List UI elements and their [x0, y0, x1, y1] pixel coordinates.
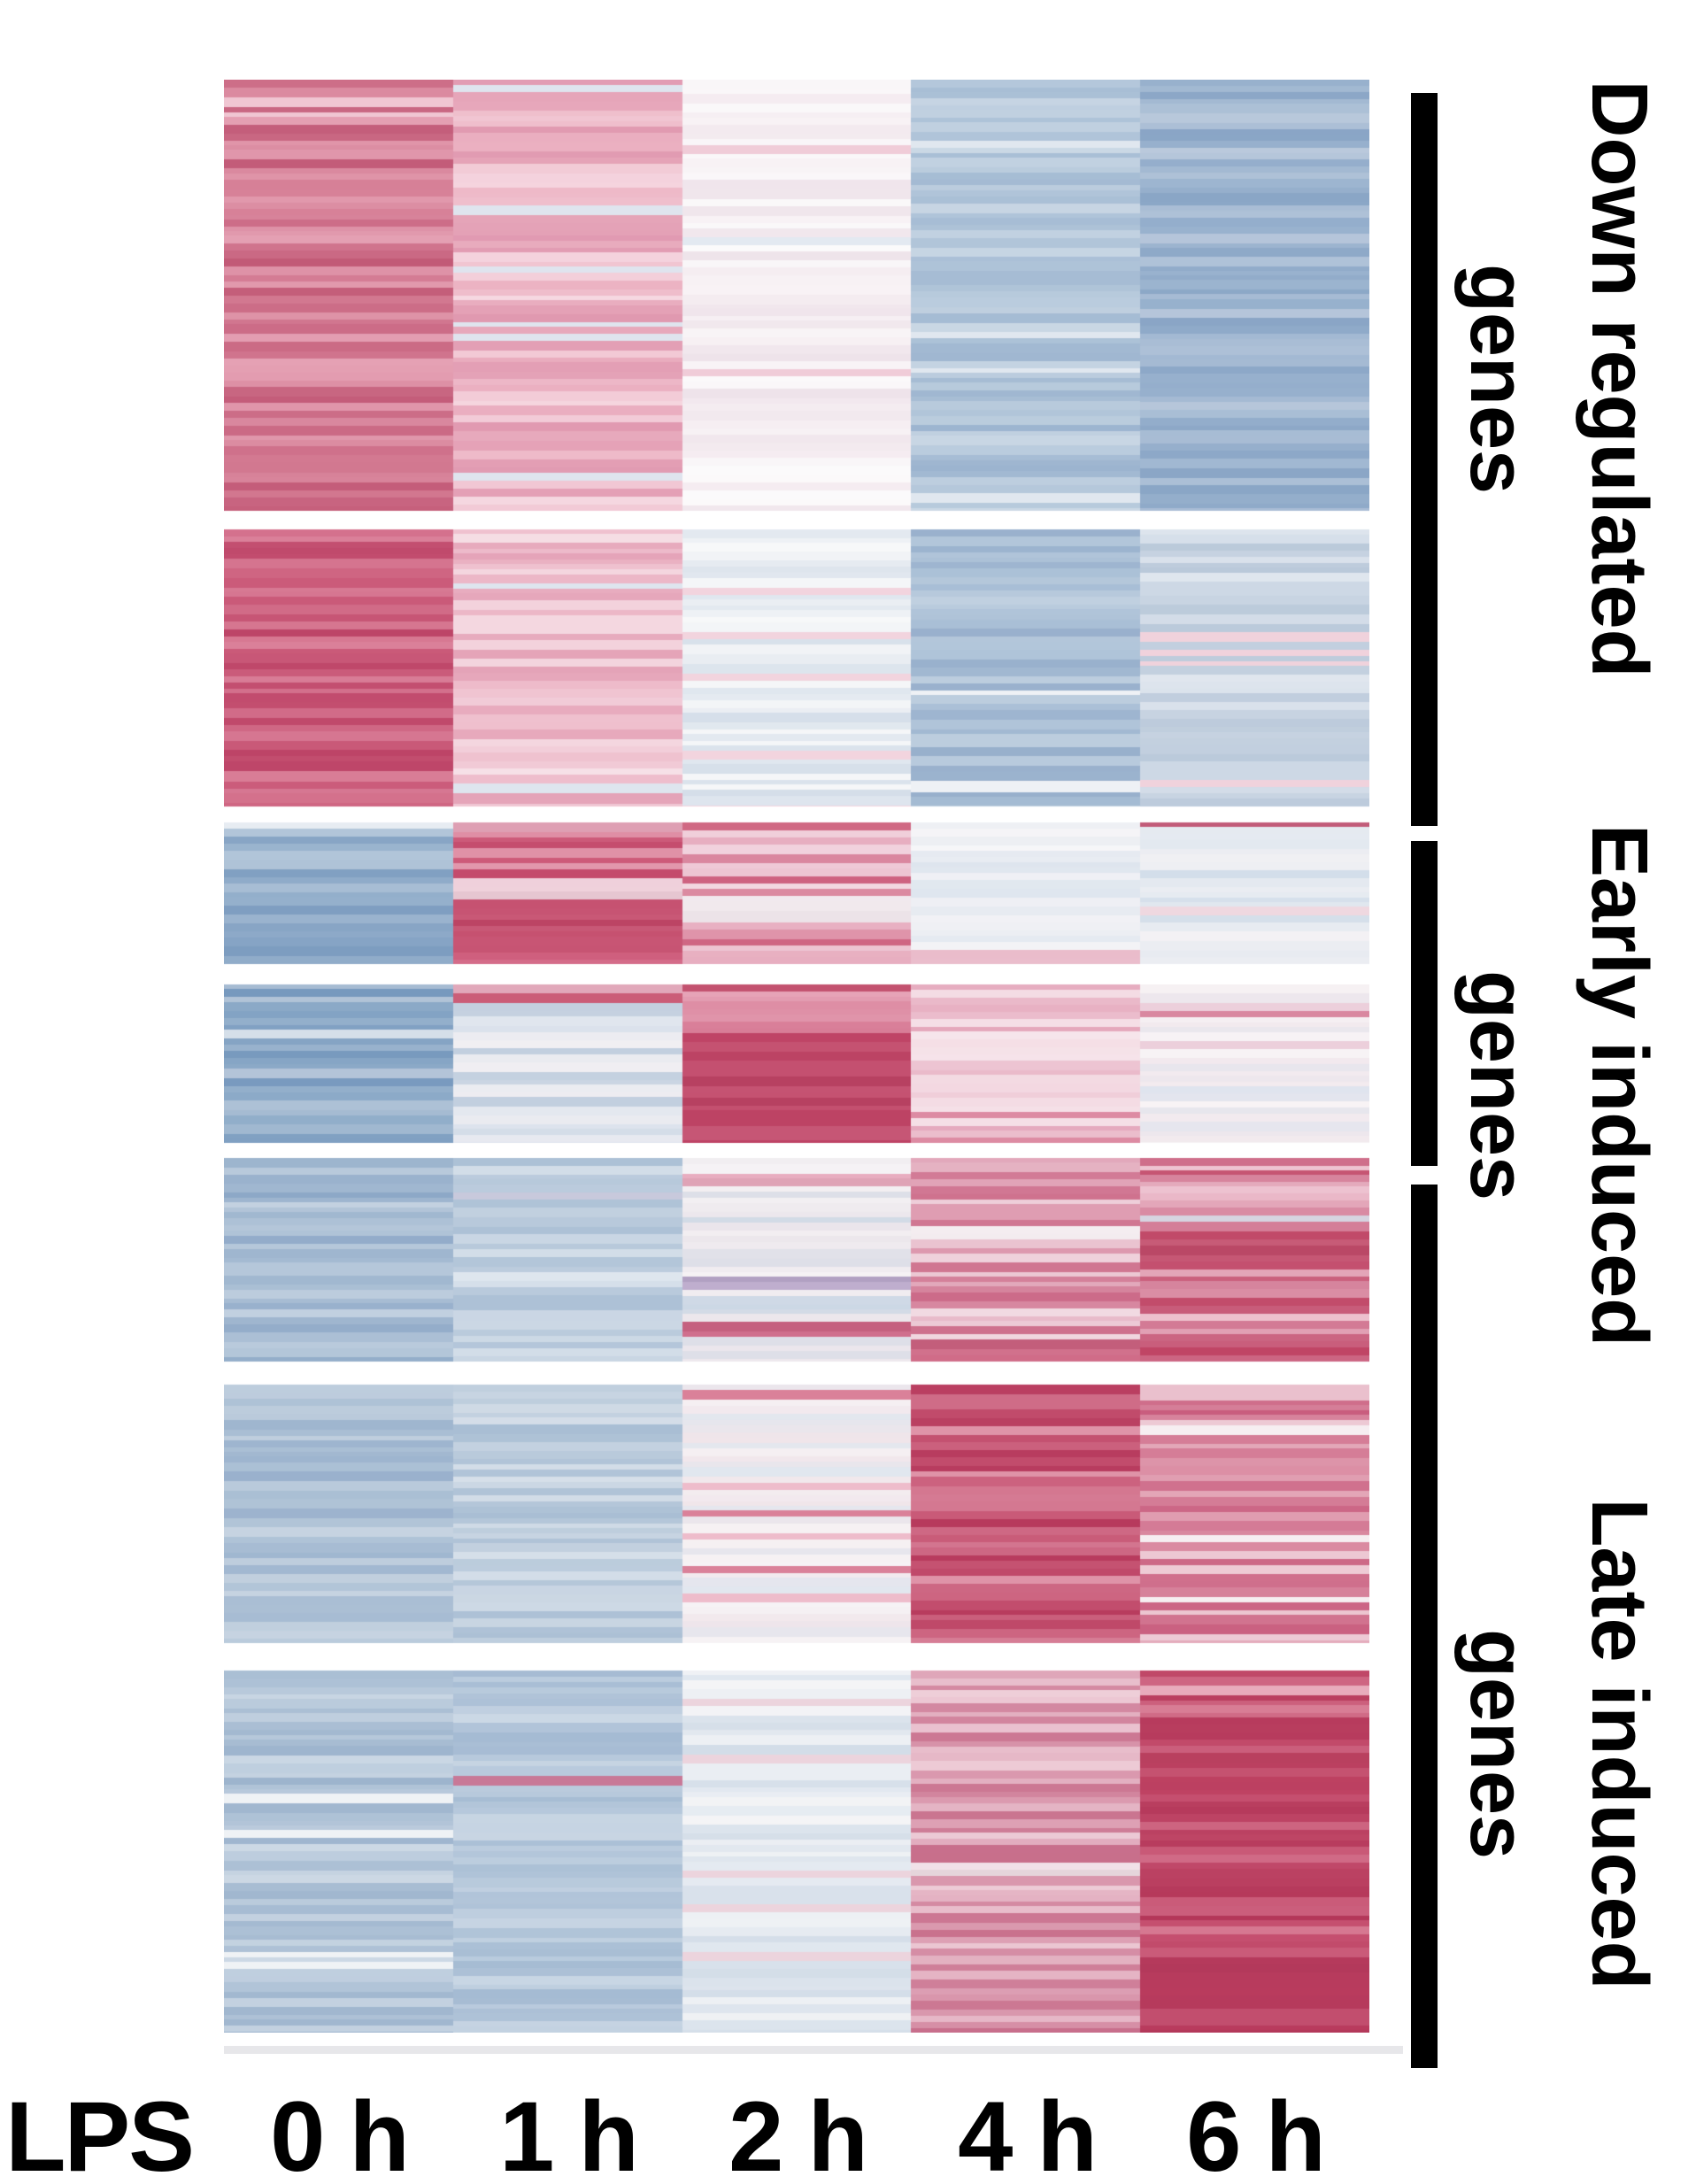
heatmap-canvas [224, 80, 1369, 2033]
lps-axis-label: LPS [5, 2081, 195, 2184]
group-bar-early-induced [1411, 841, 1438, 1166]
group-label-line: genes [1453, 1628, 1542, 1860]
time-label-4h: 4 h [958, 2081, 1098, 2184]
bottom-strip [224, 2046, 1403, 2054]
group-bar-late-induced [1411, 1185, 1438, 2068]
group-bar-down-regulated [1411, 93, 1438, 826]
group-label-line: Late induced [1575, 1498, 1663, 1990]
time-label-0h: 0 h [270, 2081, 410, 2184]
group-label-line: genes [1453, 263, 1542, 495]
time-label-1h: 1 h [499, 2081, 639, 2184]
group-label-down-regulated: Down regulated genes [1437, 0, 1679, 777]
time-label-6h: 6 h [1186, 2081, 1326, 2184]
time-label-2h: 2 h [729, 2081, 868, 2184]
group-label-late-induced: Late induced genes [1437, 1346, 1679, 2142]
group-label-line: Down regulated [1575, 80, 1663, 678]
